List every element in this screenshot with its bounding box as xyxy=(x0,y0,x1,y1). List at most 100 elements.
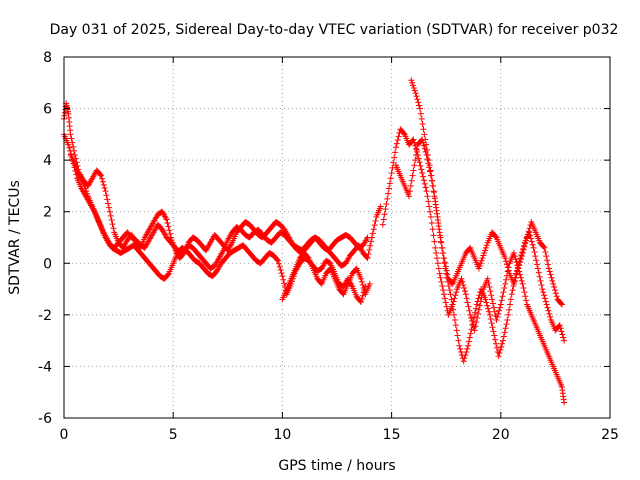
data-point xyxy=(304,254,311,261)
data-point xyxy=(424,156,431,163)
data-point xyxy=(456,342,463,349)
data-point xyxy=(520,246,527,253)
data-point xyxy=(557,325,564,332)
data-point xyxy=(416,105,423,112)
data-point xyxy=(358,278,365,285)
data-point xyxy=(511,277,518,284)
data-point xyxy=(496,304,503,311)
data-point xyxy=(419,121,426,128)
data-point xyxy=(506,301,513,308)
data-point xyxy=(433,249,440,256)
data-point xyxy=(544,304,551,311)
data-point xyxy=(468,326,475,333)
data-point xyxy=(281,280,288,287)
data-point xyxy=(440,249,447,256)
data-point xyxy=(410,136,417,143)
data-point xyxy=(383,200,390,207)
data-point xyxy=(420,139,427,146)
data-point xyxy=(434,210,441,217)
data-point xyxy=(358,298,365,305)
data-point xyxy=(434,255,441,262)
y-tick-label: -2 xyxy=(38,308,52,324)
series-track-c xyxy=(67,151,384,272)
data-point xyxy=(97,171,104,178)
data-point xyxy=(550,280,557,287)
data-point xyxy=(369,230,376,237)
data-point xyxy=(441,291,448,298)
data-point xyxy=(467,330,474,337)
data-point xyxy=(500,333,507,340)
data-point xyxy=(417,162,424,169)
data-point xyxy=(489,324,496,331)
data-point xyxy=(419,170,426,177)
data-point xyxy=(381,211,388,218)
data-point xyxy=(102,188,109,195)
data-point xyxy=(436,229,443,236)
data-point xyxy=(411,139,418,146)
data-point xyxy=(492,233,499,240)
data-point xyxy=(509,287,516,294)
data-point xyxy=(164,271,171,278)
data-point xyxy=(493,317,500,324)
data-point xyxy=(484,302,491,309)
data-point xyxy=(541,295,548,302)
data-point xyxy=(545,307,552,314)
data-point xyxy=(67,131,74,138)
data-point xyxy=(490,328,497,335)
data-point xyxy=(419,136,426,143)
data-point xyxy=(426,164,433,171)
series-track-g xyxy=(279,249,373,303)
data-point xyxy=(463,348,470,355)
data-point xyxy=(109,221,116,228)
data-point xyxy=(84,190,91,197)
data-point xyxy=(543,253,550,260)
data-point xyxy=(516,262,523,269)
data-point xyxy=(497,346,504,353)
data-point xyxy=(534,261,541,268)
data-point xyxy=(452,322,459,329)
data-point xyxy=(553,293,560,300)
data-point xyxy=(474,298,481,305)
data-point xyxy=(427,168,434,175)
x-tick-label: 10 xyxy=(273,427,291,443)
data-point xyxy=(380,216,387,223)
data-point xyxy=(394,137,401,144)
data-point xyxy=(475,306,482,313)
series-track-e xyxy=(408,77,568,365)
y-tick-label: 0 xyxy=(43,256,52,272)
data-point xyxy=(474,314,481,321)
data-point xyxy=(358,275,365,282)
data-point xyxy=(495,310,502,317)
data-point xyxy=(491,332,498,339)
y-tick-label: 4 xyxy=(43,153,52,169)
data-point xyxy=(556,322,563,329)
data-point xyxy=(429,182,436,189)
data-point xyxy=(103,192,110,199)
data-point xyxy=(558,328,565,335)
data-point xyxy=(523,237,530,244)
data-points xyxy=(61,77,568,406)
data-point xyxy=(558,301,565,308)
data-point xyxy=(428,177,435,184)
data-point xyxy=(473,301,480,308)
data-point xyxy=(502,325,509,332)
data-point xyxy=(105,200,112,207)
data-point xyxy=(478,257,485,264)
data-point xyxy=(542,248,549,255)
data-point xyxy=(420,177,427,184)
data-point xyxy=(365,251,372,258)
data-point xyxy=(517,274,524,281)
data-point xyxy=(453,327,460,334)
data-point xyxy=(496,307,503,314)
data-point xyxy=(541,292,548,299)
data-point xyxy=(488,292,495,299)
data-point xyxy=(472,323,479,330)
data-point xyxy=(83,188,90,195)
data-point xyxy=(409,79,416,86)
data-point xyxy=(449,301,456,308)
data-point xyxy=(469,322,476,329)
data-point xyxy=(105,204,112,211)
data-point xyxy=(523,297,530,304)
data-point xyxy=(371,222,378,229)
data-point xyxy=(483,299,490,306)
